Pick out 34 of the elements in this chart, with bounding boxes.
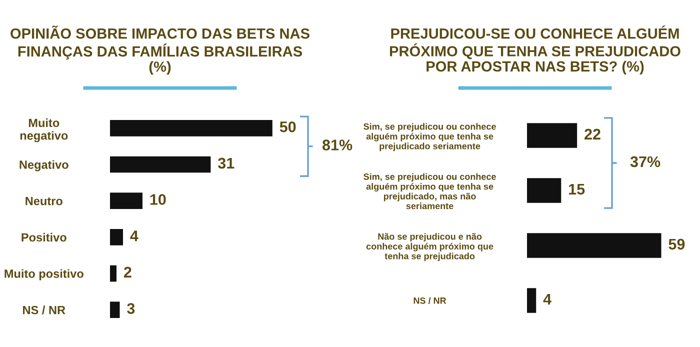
bar xyxy=(110,156,211,173)
bar xyxy=(110,228,123,246)
data-label: 50 xyxy=(280,121,296,132)
y-tick-label: Não se prejudicou e não conhece alguém próximo que tenha se prejudicado xyxy=(366,233,494,262)
annotation: 37% xyxy=(630,156,660,168)
data-label: 3 xyxy=(127,303,135,314)
bar xyxy=(110,265,116,282)
y-tick-label: Muito positivo xyxy=(4,269,84,280)
y-tick-label: Negativo xyxy=(20,160,68,172)
data-label: 4 xyxy=(543,294,552,304)
data-label: 59 xyxy=(668,238,685,250)
data-label: 22 xyxy=(584,128,600,140)
bar xyxy=(110,192,142,210)
chart-title: OPINIÃO SOBRE IMPACTO DAS BETS NAS FINANÇAS DAS FAMÍLIAS BRASILEIRAS (%) xyxy=(10,26,310,75)
y-tick-label: Sim, se prejudicou ou conhece alguém próximo que tenha se prejudicado, mas não seriamente xyxy=(364,173,496,210)
data-label: 15 xyxy=(569,184,585,195)
y-tick-label: NS / NR xyxy=(23,306,66,314)
y-tick-label: Neutro xyxy=(26,196,62,206)
data-label: 10 xyxy=(150,194,166,205)
bar xyxy=(527,123,578,148)
y-tick-label: Positivo xyxy=(22,232,66,242)
y-tick-label: NS / NR xyxy=(414,297,446,304)
chart-title: PREJUDICOU-SE OU CONHECE ALGUÉM PRÓXIMO QUE TENHA SE PREJUDICADO POR APOSTAR NAS BETS? (%) xyxy=(390,26,680,74)
y-tick-label: Muito negativo xyxy=(20,118,68,142)
bar xyxy=(527,178,562,203)
y-tick-label: Sim, se prejudicou ou conhece alguém próximo que tenha se prejudicado seriamente xyxy=(364,123,496,152)
bar xyxy=(110,120,272,136)
bar xyxy=(527,233,662,258)
bar xyxy=(110,302,120,318)
data-label: 2 xyxy=(124,266,132,278)
bar xyxy=(527,288,536,313)
data-label: 31 xyxy=(218,158,234,169)
text: 81% xyxy=(322,140,352,150)
data-label: 4 xyxy=(130,230,138,242)
